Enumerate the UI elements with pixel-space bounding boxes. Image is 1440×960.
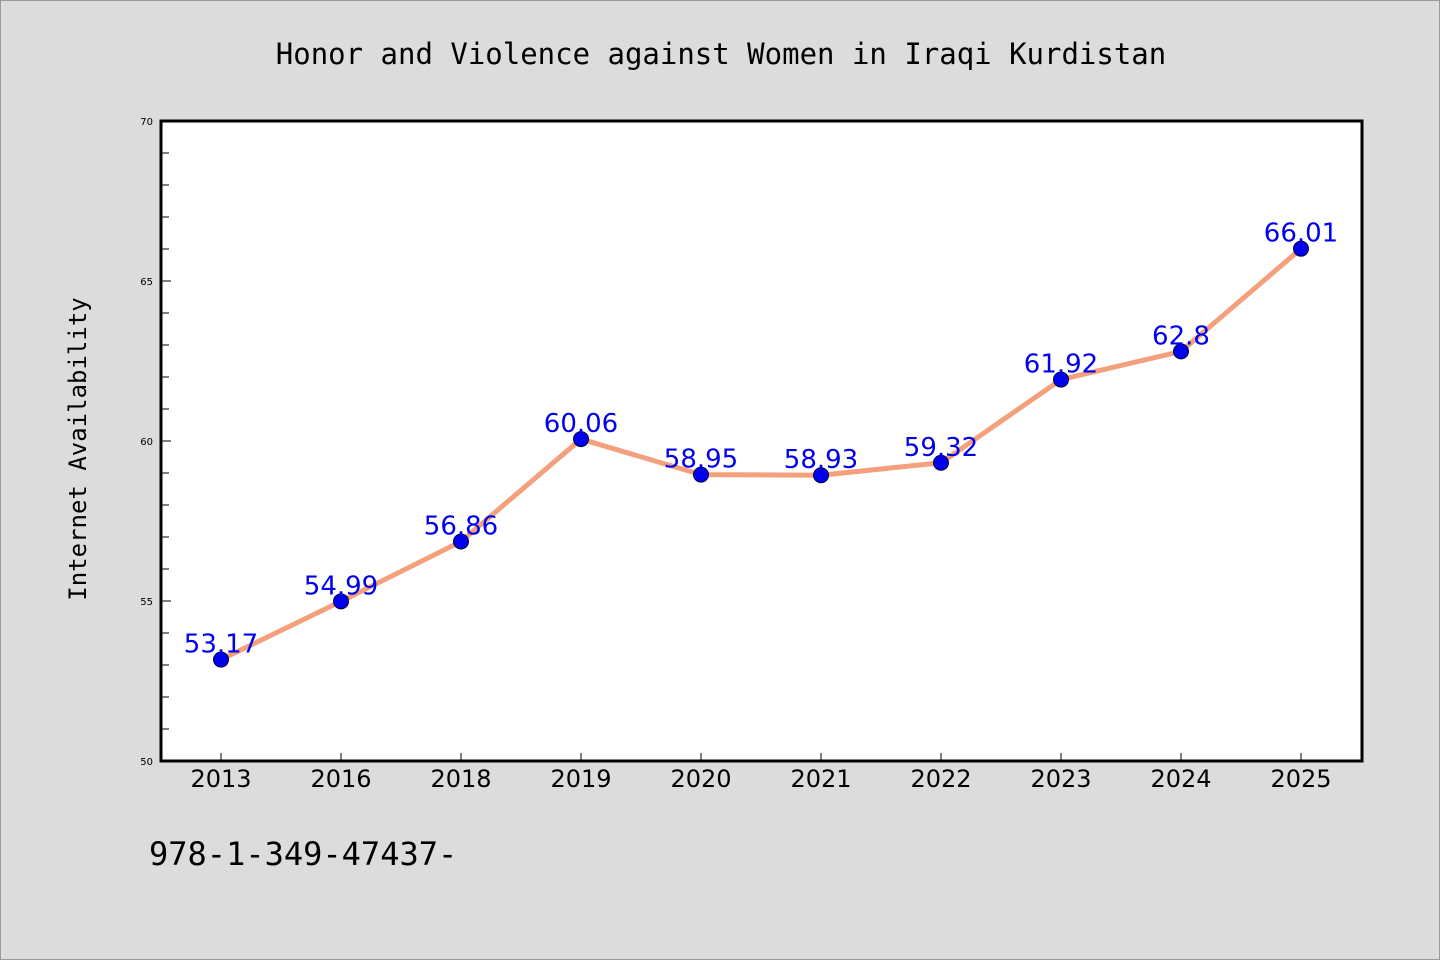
x-tick-label: 2023 — [1030, 765, 1091, 793]
x-axis-ticks: 2013 2016 2018 2019 2020 2021 2022 2023 2024 2025 — [190, 753, 1332, 793]
data-point — [1173, 343, 1189, 360]
x-tick-label: 2025 — [1270, 765, 1331, 793]
data-point — [1053, 371, 1069, 388]
y-tick-label: 65 — [140, 277, 153, 288]
data-value-label: 60.06 — [544, 409, 618, 439]
series-line — [218, 246, 1304, 663]
y-tick-label: 60 — [140, 437, 153, 448]
y-tick-label: 55 — [140, 597, 153, 608]
x-tick-label: 2019 — [550, 765, 611, 793]
y-tick-label: 50 — [140, 757, 153, 768]
y-axis-label: Internet Availability — [64, 297, 92, 600]
footnote: 978-1-349-47437- — [149, 835, 457, 873]
data-point — [933, 454, 949, 471]
data-value-label: 58.93 — [784, 445, 858, 475]
data-value-label: 61.92 — [1024, 350, 1098, 380]
data-markers — [213, 240, 1309, 668]
x-tick-label: 2021 — [790, 765, 851, 793]
data-point — [573, 431, 589, 448]
chart-title: Honor and Violence against Women in Iraq… — [276, 37, 1166, 71]
data-point — [213, 651, 229, 668]
x-tick-label: 2024 — [1150, 765, 1211, 793]
data-point — [693, 466, 709, 483]
data-value-label: 59.32 — [904, 433, 978, 463]
data-value-label: 62.8 — [1152, 321, 1210, 351]
data-point — [1293, 240, 1309, 257]
plot-frame — [159, 119, 1364, 763]
data-point — [453, 533, 469, 550]
x-tick-label: 2018 — [430, 765, 491, 793]
x-tick-label: 2020 — [670, 765, 731, 793]
data-value-label: 56.86 — [424, 511, 498, 541]
data-point — [813, 467, 829, 484]
data-value-label: 53.17 — [184, 630, 258, 660]
data-value-label: 54.99 — [304, 571, 378, 601]
data-point — [333, 593, 349, 610]
data-value-label: 58.95 — [664, 445, 738, 475]
y-tick-label: 70 — [140, 117, 153, 128]
plot-area — [161, 121, 1362, 761]
x-tick-label: 2013 — [190, 765, 251, 793]
data-value-label: 66.01 — [1264, 219, 1338, 249]
x-tick-label: 2022 — [910, 765, 971, 793]
x-tick-label: 2016 — [310, 765, 371, 793]
data-labels: 53.17 54.99 56.86 60.06 58.95 58.93 59.32 61.92… — [184, 219, 1338, 660]
